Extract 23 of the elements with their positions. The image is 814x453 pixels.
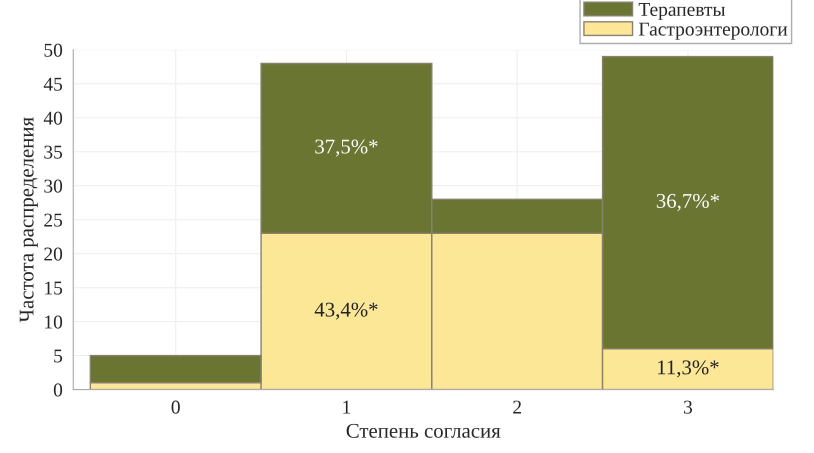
x-tick-label: 0 [172,400,180,414]
annotation: 36,7%* [656,194,720,211]
y-tick-label: 50 [44,44,62,57]
annotation: 37,5%* [315,140,378,157]
y-tick-label: 40 [44,112,62,125]
x-axis-title: Степень согласия [346,424,500,438]
y-tick-label: 35 [44,146,62,159]
y-tick-label: 20 [44,247,62,261]
y-tick-label: 25 [44,214,62,227]
x-tick-label: 3 [684,400,692,414]
y-tick-label: 0 [54,383,62,397]
annotation: 43,4%* [314,302,378,320]
y-tick-label: 10 [45,315,62,329]
y-axis-title: Частота распределения [20,117,38,322]
y-tick-label: 30 [44,180,62,193]
legend-label: Гастроэнтерологи [638,22,788,40]
y-tick-label: 15 [45,282,62,295]
annotation: 11,3%* [658,360,719,378]
y-tick-label: 45 [44,78,62,91]
x-tick-label: 2 [513,400,521,414]
y-tick-label: 5 [54,350,62,363]
x-tick-label: 1 [343,400,350,414]
legend-label: Терапевты [638,3,726,20]
